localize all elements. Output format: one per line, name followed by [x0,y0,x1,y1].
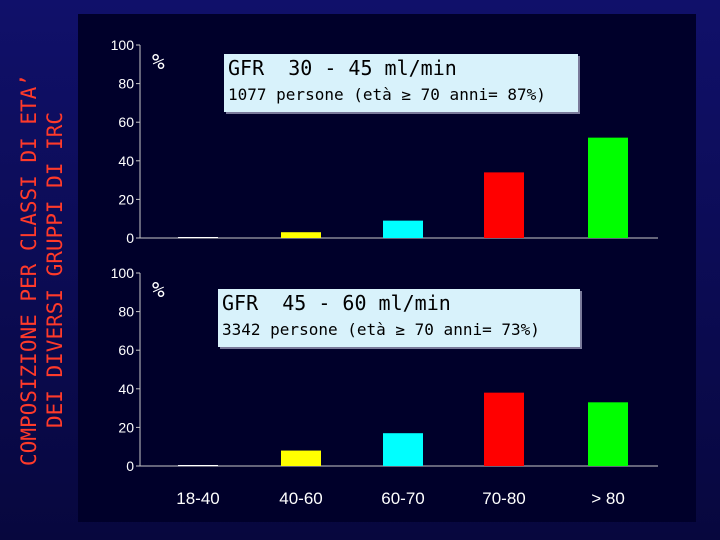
bottom-bar-3 [383,433,423,466]
bottom-bar-4 [484,392,524,466]
chart-panel: 0 20 40 60 80 100% 0 20 40 60 80 100% 18-40 40-60 60-7… [78,14,696,522]
top-y-tick-label: 60 [118,114,134,130]
side-title: COMPOSIZIONE PER CLASSI DI ETA’ DEI DIVE… [16,20,72,520]
side-title-line-1: COMPOSIZIONE PER CLASSI DI ETA’ [17,74,41,466]
top-bar-4 [484,172,524,238]
bottom-bar-1 [178,465,218,466]
top-y-axis-label: % [152,50,165,74]
bottom-y-axis-label: % [152,278,165,302]
top-y-tick-label: 80 [118,76,134,92]
top-chart-subtitle: 1077 persone (età ≥ 70 anni= 87%) [228,85,546,104]
top-chart-info-box: GFR 30 - 45 ml/min 1077 persone (età ≥ 7… [224,54,578,112]
bottom-y-tick-label: 80 [118,304,134,320]
bar-charts: 0 20 40 60 80 100% 0 20 40 60 80 100% 18-40 40-60 60-7… [111,37,658,508]
bottom-chart-info-box: GFR 45 - 60 ml/min 3342 persone (età ≥ 7… [218,289,580,347]
top-bar-1 [178,237,218,238]
x-category-label: > 80 [591,489,625,508]
top-y-tick-label: 100 [111,37,135,53]
top-chart-title: GFR 30 - 45 ml/min [228,56,457,80]
bottom-y-tick-label: 60 [118,342,134,358]
x-category-label: 18-40 [176,489,219,508]
top-bar-3 [383,220,423,238]
bottom-bar-2 [281,450,321,466]
bottom-chart-subtitle: 3342 persone (età ≥ 70 anni= 73%) [222,320,540,339]
bottom-y-tick-label: 20 [118,419,134,435]
top-y-tick-label: 0 [126,230,134,246]
top-y-tick-label: 20 [118,191,134,207]
bottom-bar-5 [588,402,628,466]
side-title-line-2: DEI DIVERSI GRUPPI DI IRC [43,111,67,429]
bottom-y-tick-label: 100 [111,265,135,281]
x-category-label: 40-60 [279,489,322,508]
top-bar-5 [588,137,628,238]
x-category-label: 70-80 [482,489,525,508]
bottom-y-tick-label: 40 [118,381,134,397]
top-y-tick-label: 40 [118,153,134,169]
x-category-label: 60-70 [381,489,424,508]
bottom-y-tick-label: 0 [126,458,134,474]
bottom-chart-title: GFR 45 - 60 ml/min [222,291,451,315]
top-bar-2 [281,232,321,238]
